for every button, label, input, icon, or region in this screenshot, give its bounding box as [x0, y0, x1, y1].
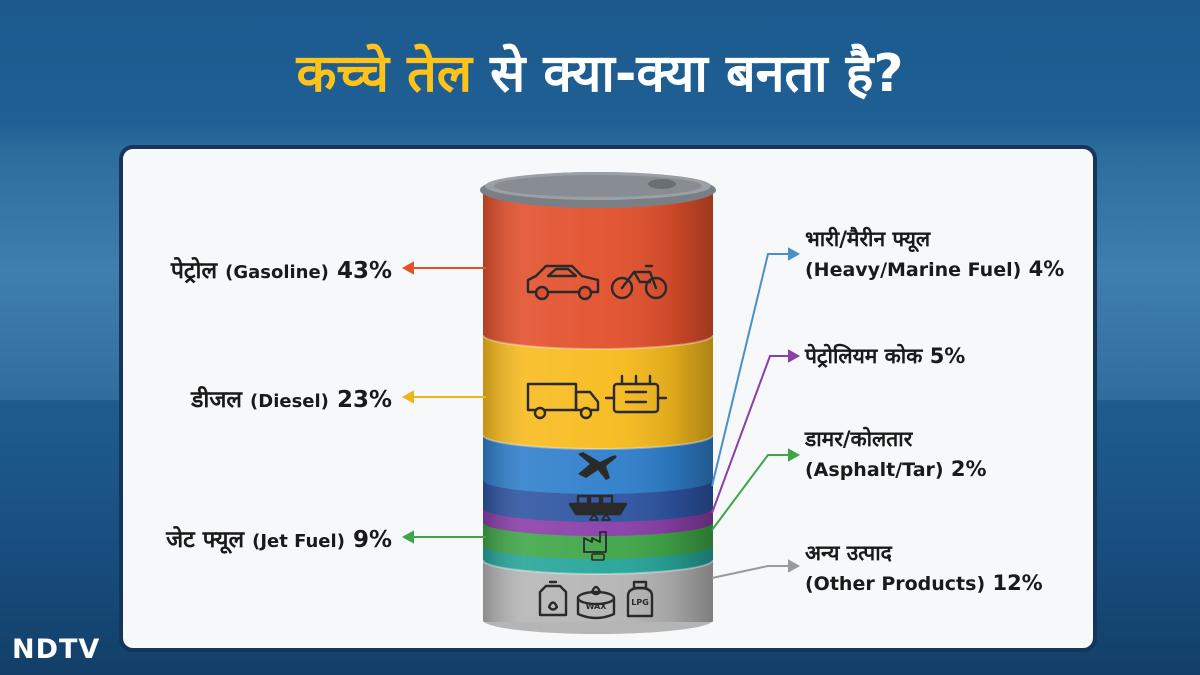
- asphalt-english: (Asphalt/Tar): [805, 459, 944, 481]
- petrol-percent: 43%: [336, 258, 392, 284]
- other-hindi: अन्य उत्पाद: [805, 541, 892, 565]
- lpg-cylinder-icon: [626, 580, 654, 618]
- engine-icon: [604, 374, 668, 414]
- coke-hindi: पेट्रोलियम कोक: [805, 344, 923, 368]
- petrol-connector: [401, 261, 486, 275]
- title-rest: से क्या-क्या बनता है?: [472, 44, 904, 104]
- jet-connector: [401, 530, 486, 544]
- page-title: कच्चे तेल से क्या-क्या बनता है?: [0, 34, 1200, 114]
- rim-line: [482, 559, 714, 575]
- marine-hindi: भारी/मैरीन फ्यूल: [805, 227, 931, 251]
- label-coke: पेट्रोलियम कोक 5%: [805, 341, 965, 371]
- teal-icon: [591, 553, 605, 561]
- diesel-connector: [401, 390, 486, 404]
- title-highlight: कच्चे तेल: [296, 44, 473, 104]
- barrel-lid: [480, 172, 716, 208]
- label-diesel: डीजल (Diesel) 23%: [191, 382, 392, 414]
- label-other: अन्य उत्पाद (Other Products) 12%: [805, 538, 1043, 599]
- marine-percent: 4%: [1028, 257, 1065, 281]
- barrel-bands: [482, 190, 714, 634]
- diesel-english: (Diesel): [250, 391, 329, 412]
- diesel-percent: 23%: [336, 387, 392, 413]
- coke-percent: 5%: [929, 344, 966, 368]
- label-jet: जेट फ्यूल (Jet Fuel) 9%: [166, 522, 392, 554]
- label-asphalt: डामर/कोलतार (Asphalt/Tar) 2%: [805, 424, 987, 485]
- coke-icon: [589, 513, 611, 521]
- motorbike-icon: [610, 264, 668, 300]
- coke-connector: [711, 349, 801, 514]
- truck-icon: [526, 382, 600, 420]
- asphalt-percent: 2%: [950, 457, 987, 481]
- rim-line: [482, 334, 714, 350]
- label-petrol: पेट्रोल (Gasoline) 43%: [171, 253, 392, 285]
- label-marine: भारी/मैरीन फ्यूल (Heavy/Marine Fuel) 4%: [805, 224, 1064, 285]
- diesel-hindi: डीजल: [191, 387, 243, 413]
- wax-label: WAX: [586, 602, 608, 611]
- lid-cap: [648, 179, 676, 189]
- petrol-hindi: पेट्रोल: [170, 258, 218, 284]
- marine-english: (Heavy/Marine Fuel): [805, 259, 1022, 281]
- petrol-english: (Gasoline): [225, 262, 329, 283]
- jet-hindi: जेट फ्यूल: [166, 527, 245, 553]
- airplane-icon: [578, 452, 617, 480]
- asphalt-hindi: डामर/कोलतार: [805, 427, 913, 451]
- cargo-ship-icon: [568, 494, 628, 516]
- other-english: (Other Products): [805, 573, 986, 595]
- jet-english: (Jet Fuel): [252, 531, 345, 552]
- jet-percent: 9%: [352, 527, 392, 553]
- wax-jar-icon: [576, 585, 616, 620]
- other-connector: [711, 559, 801, 579]
- factory-icon: [583, 531, 607, 553]
- marine-connector: [711, 247, 801, 487]
- car-icon: [526, 264, 600, 301]
- rim-line: [482, 434, 714, 450]
- ndtv-logo: NDTV: [12, 634, 101, 665]
- other-percent: 12%: [992, 571, 1043, 595]
- oil-can-icon: [538, 580, 568, 617]
- asphalt-connector: [711, 448, 801, 531]
- lpg-label: LPG: [631, 598, 649, 607]
